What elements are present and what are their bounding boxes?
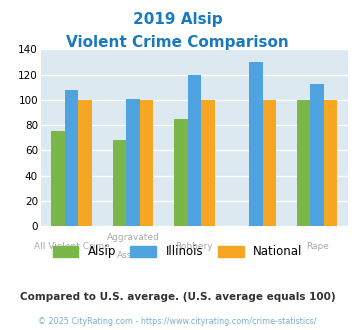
Bar xyxy=(249,62,263,226)
Bar xyxy=(324,100,338,226)
Bar xyxy=(65,90,78,226)
Bar xyxy=(113,140,126,226)
Bar xyxy=(187,75,201,226)
Legend: Alsip, Illinois, National: Alsip, Illinois, National xyxy=(48,241,307,263)
Bar xyxy=(263,100,276,226)
Text: © 2025 CityRating.com - https://www.cityrating.com/crime-statistics/: © 2025 CityRating.com - https://www.city… xyxy=(38,317,317,326)
Bar xyxy=(126,99,140,226)
Bar xyxy=(51,131,65,226)
Bar xyxy=(140,100,153,226)
Bar xyxy=(174,119,187,226)
Text: Aggravated: Aggravated xyxy=(106,233,159,242)
Text: Violent Crime Comparison: Violent Crime Comparison xyxy=(66,35,289,50)
Text: Rape: Rape xyxy=(306,242,329,251)
Bar xyxy=(201,100,215,226)
Text: Compared to U.S. average. (U.S. average equals 100): Compared to U.S. average. (U.S. average … xyxy=(20,292,335,302)
Text: Assault: Assault xyxy=(116,251,149,260)
Text: 2019 Alsip: 2019 Alsip xyxy=(133,12,222,26)
Bar xyxy=(78,100,92,226)
Text: Robbery: Robbery xyxy=(176,242,213,251)
Bar xyxy=(297,100,310,226)
Bar xyxy=(310,83,324,226)
Text: All Violent Crime: All Violent Crime xyxy=(34,242,109,251)
